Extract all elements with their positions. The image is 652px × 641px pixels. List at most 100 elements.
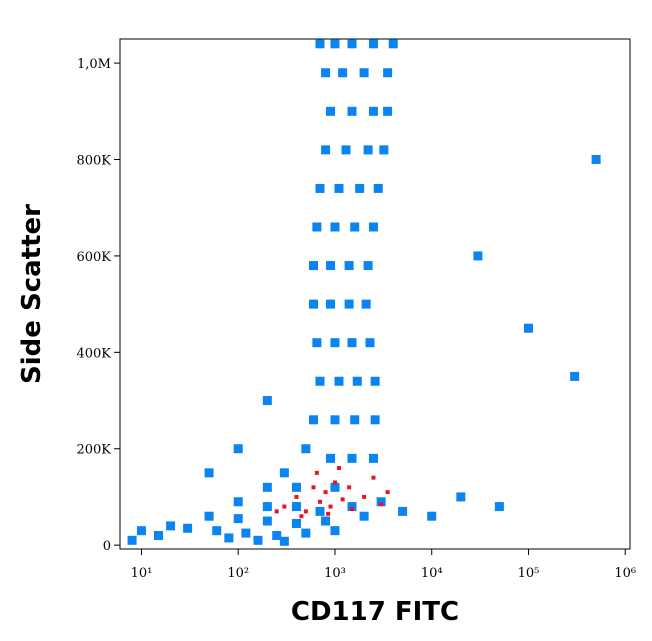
dot bbox=[262, 502, 272, 512]
dot bbox=[347, 502, 357, 512]
x-tick-label: 10⁴ bbox=[421, 566, 443, 581]
dot bbox=[330, 39, 340, 49]
dot bbox=[224, 533, 234, 543]
dot bbox=[456, 492, 466, 502]
x-tick-label: 10⁵ bbox=[518, 566, 540, 581]
dot bbox=[315, 506, 325, 516]
dot bbox=[332, 480, 337, 485]
dot bbox=[359, 511, 369, 521]
dot bbox=[312, 338, 322, 348]
dot bbox=[317, 499, 322, 504]
dot bbox=[241, 528, 251, 538]
dot bbox=[363, 261, 373, 271]
dot bbox=[347, 106, 357, 116]
dot bbox=[314, 470, 319, 475]
dot bbox=[326, 511, 331, 516]
dot bbox=[344, 299, 354, 309]
dot bbox=[321, 68, 331, 78]
dot bbox=[204, 468, 214, 478]
dot bbox=[315, 183, 325, 193]
dot bbox=[321, 145, 331, 155]
dot bbox=[291, 482, 301, 492]
dot bbox=[340, 497, 345, 502]
dot bbox=[383, 68, 393, 78]
dot bbox=[368, 106, 378, 116]
dot bbox=[262, 396, 272, 406]
dot bbox=[233, 444, 243, 454]
dot bbox=[344, 261, 354, 271]
dot bbox=[272, 531, 282, 541]
dot bbox=[291, 518, 301, 528]
dot bbox=[311, 485, 316, 490]
dot bbox=[323, 490, 328, 495]
dot bbox=[350, 506, 355, 511]
dot bbox=[570, 371, 580, 381]
y-tick-label: 0 bbox=[103, 539, 111, 554]
dot bbox=[299, 514, 304, 519]
dot bbox=[233, 514, 243, 524]
dot bbox=[303, 509, 308, 514]
dot bbox=[334, 376, 344, 386]
dot bbox=[330, 482, 340, 492]
dot bbox=[279, 468, 289, 478]
dot bbox=[347, 485, 352, 490]
dot bbox=[350, 415, 360, 425]
x-tick-label: 10¹ bbox=[131, 566, 153, 581]
dot bbox=[338, 68, 348, 78]
dot bbox=[330, 338, 340, 348]
dot bbox=[388, 39, 398, 49]
dot bbox=[328, 504, 333, 509]
dot bbox=[362, 494, 367, 499]
dot bbox=[166, 521, 176, 531]
dot bbox=[233, 497, 243, 507]
dot bbox=[385, 490, 390, 495]
dot bbox=[371, 475, 376, 480]
dot bbox=[336, 466, 341, 471]
dot bbox=[376, 497, 386, 507]
dot bbox=[379, 145, 389, 155]
dot bbox=[494, 502, 504, 512]
dot bbox=[352, 376, 362, 386]
dot bbox=[368, 222, 378, 232]
dot bbox=[379, 502, 384, 507]
dot bbox=[309, 415, 319, 425]
dot bbox=[309, 299, 319, 309]
dot bbox=[330, 415, 340, 425]
y-tick-label: 600K bbox=[76, 250, 111, 265]
dot bbox=[301, 528, 311, 538]
x-tick-label: 10³ bbox=[324, 566, 346, 581]
dot bbox=[154, 531, 164, 541]
dot bbox=[341, 145, 351, 155]
dot bbox=[368, 39, 378, 49]
plot-area bbox=[119, 38, 631, 550]
dot bbox=[361, 299, 371, 309]
dot bbox=[326, 106, 336, 116]
dot bbox=[373, 183, 383, 193]
dot bbox=[315, 376, 325, 386]
dot bbox=[326, 453, 336, 463]
dot bbox=[294, 494, 299, 499]
dot bbox=[383, 106, 393, 116]
dot bbox=[350, 222, 360, 232]
x-tick-label: 10⁶ bbox=[614, 566, 636, 581]
dot bbox=[365, 338, 375, 348]
dot bbox=[473, 251, 483, 261]
dot bbox=[330, 526, 340, 536]
dot bbox=[291, 502, 301, 512]
dot bbox=[355, 183, 365, 193]
dot bbox=[326, 299, 336, 309]
dot bbox=[347, 39, 357, 49]
dot bbox=[370, 415, 380, 425]
dot bbox=[398, 506, 408, 516]
x-tick-label: 10² bbox=[227, 566, 249, 581]
dot bbox=[347, 453, 357, 463]
dot bbox=[212, 526, 222, 536]
y-axis-label: Side Scatter bbox=[17, 204, 47, 384]
dot bbox=[274, 509, 279, 514]
dot bbox=[326, 261, 336, 271]
y-tick-label: 200K bbox=[76, 443, 111, 458]
dot bbox=[347, 338, 357, 348]
dot bbox=[301, 444, 311, 454]
dot bbox=[370, 376, 380, 386]
